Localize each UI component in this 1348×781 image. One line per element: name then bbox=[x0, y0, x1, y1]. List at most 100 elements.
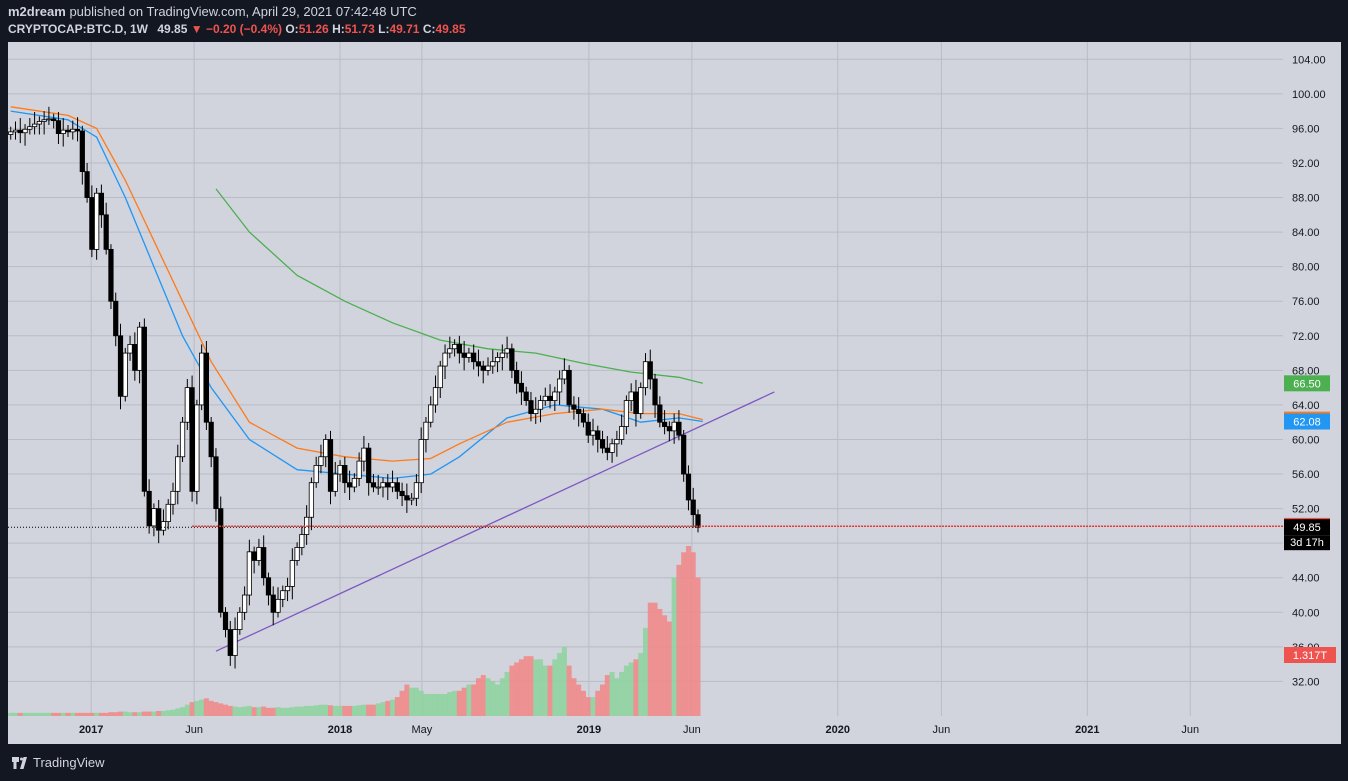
volume-bar bbox=[175, 708, 181, 716]
volume-bar bbox=[289, 707, 295, 716]
volume-bar bbox=[552, 659, 558, 716]
price-tick-label: 80.00 bbox=[1292, 262, 1320, 274]
time-tick-label: Jun bbox=[1181, 724, 1199, 736]
volume-bar bbox=[170, 709, 176, 716]
volume-bar bbox=[237, 707, 243, 716]
volume-bar bbox=[113, 712, 119, 716]
time-tick-label: Jun bbox=[933, 724, 951, 736]
price-chart[interactable]: 104.00 100.00 96.00 92.00 88.00 84.00 80.00 76.… bbox=[0, 0, 1348, 747]
time-tick-label: 2021 bbox=[1075, 724, 1099, 736]
time-axis[interactable] bbox=[8, 716, 1341, 744]
candle-body bbox=[308, 482, 315, 518]
candle-body bbox=[160, 521, 167, 531]
candle-body bbox=[46, 118, 52, 121]
candle-body bbox=[17, 129, 23, 134]
candle-body bbox=[65, 129, 71, 133]
candle-body bbox=[409, 497, 415, 501]
volume-bar bbox=[141, 711, 147, 716]
time-tick-label: 2017 bbox=[79, 724, 103, 736]
candle-body bbox=[676, 421, 682, 436]
price-tick-label: 56.00 bbox=[1292, 469, 1320, 481]
volume-bar bbox=[442, 693, 448, 716]
volume-bar bbox=[385, 700, 391, 716]
volume-bar bbox=[8, 712, 14, 716]
candle-body bbox=[237, 611, 243, 630]
candle-body bbox=[614, 439, 620, 445]
symbol-name[interactable]: CRYPTOCAP:BTC.D, 1W bbox=[8, 22, 149, 36]
candle-body bbox=[547, 395, 553, 402]
volume-bar bbox=[246, 705, 252, 716]
volume-bar bbox=[633, 659, 639, 716]
candle-body bbox=[299, 534, 305, 548]
volume-bar bbox=[399, 690, 405, 716]
volume-bar bbox=[671, 577, 677, 716]
tradingview-logo[interactable]: TradingView bbox=[12, 755, 105, 770]
candle-body bbox=[270, 594, 276, 613]
volume-bar bbox=[685, 546, 691, 716]
candle-body bbox=[418, 439, 424, 484]
candle-body bbox=[609, 443, 615, 453]
volume-bar bbox=[261, 706, 267, 716]
publisher-name[interactable]: m2dream bbox=[8, 4, 66, 19]
candle-body bbox=[227, 629, 233, 656]
volume-bar bbox=[103, 712, 109, 716]
volume-bar bbox=[118, 711, 123, 716]
candle-body bbox=[475, 361, 482, 367]
volume-bar bbox=[623, 665, 629, 716]
volume-bar bbox=[46, 712, 52, 716]
candle-body bbox=[12, 129, 19, 133]
candle-body bbox=[576, 408, 582, 414]
volume-bar bbox=[609, 671, 615, 716]
price-tick-label: 52.00 bbox=[1292, 504, 1320, 516]
candle-body bbox=[595, 430, 601, 440]
volume-bar bbox=[160, 710, 166, 716]
candle-body bbox=[461, 352, 467, 358]
volume-bar bbox=[79, 712, 85, 716]
candle-body bbox=[442, 352, 448, 367]
volume-bar bbox=[27, 712, 33, 716]
candle-body bbox=[485, 365, 491, 371]
volume-bar bbox=[413, 687, 419, 716]
volume-bar bbox=[590, 697, 596, 716]
candle-body bbox=[652, 378, 658, 406]
volume-tag-label: 1.317T bbox=[1293, 650, 1328, 662]
candle-body bbox=[580, 413, 587, 423]
volume-bar bbox=[127, 712, 133, 716]
candle-body bbox=[375, 486, 381, 489]
candle-body bbox=[509, 348, 515, 371]
price-tag-label: 49.85 bbox=[1293, 522, 1321, 534]
volume-bar bbox=[485, 678, 491, 716]
candle-body bbox=[528, 400, 534, 414]
volume-bar bbox=[108, 712, 114, 716]
candle-body bbox=[380, 482, 386, 488]
volume-bar bbox=[342, 705, 348, 716]
volume-bar bbox=[676, 564, 682, 716]
candle-body bbox=[566, 369, 572, 406]
volume-bar bbox=[132, 712, 138, 716]
support-line[interactable] bbox=[8, 525, 1283, 528]
candle-body bbox=[666, 426, 672, 432]
volume-bar bbox=[41, 712, 47, 716]
candle-body bbox=[385, 482, 391, 488]
candle-body bbox=[31, 123, 38, 128]
candle-body bbox=[113, 300, 119, 337]
volume-bar bbox=[194, 700, 200, 716]
countdown-tag bbox=[1284, 535, 1330, 551]
volume-bar bbox=[495, 684, 501, 716]
volume-bar bbox=[523, 656, 529, 716]
candle-body bbox=[55, 120, 62, 134]
candle-body bbox=[275, 598, 281, 613]
volume-bar bbox=[328, 705, 333, 716]
candle-body bbox=[585, 421, 591, 436]
candle-body bbox=[633, 391, 639, 414]
candle-body bbox=[356, 460, 362, 479]
volume-bar bbox=[98, 712, 104, 716]
footer-bar: TradingView bbox=[0, 747, 1348, 781]
open-label: O: bbox=[285, 22, 299, 36]
candle-body bbox=[132, 344, 138, 371]
volume-bar bbox=[251, 707, 257, 716]
price-tag-label: 62.08 bbox=[1293, 417, 1321, 429]
candle-body bbox=[561, 369, 567, 380]
volume-bar bbox=[122, 711, 128, 716]
